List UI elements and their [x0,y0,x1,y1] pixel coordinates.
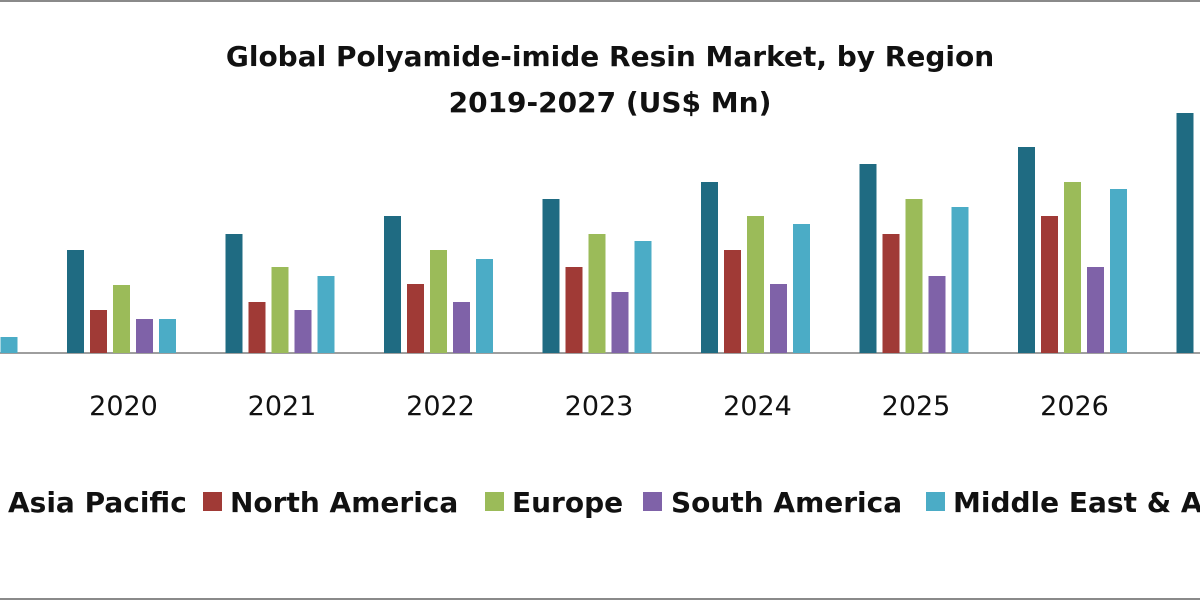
bar-2026-north-america [1041,216,1058,353]
bar-2020-middle-east-africa [159,319,176,353]
x-tick-label: 2020 [89,391,158,422]
legend-label: Europe [512,486,623,519]
bar-2023-middle-east-africa [634,241,652,353]
bar-2022-north-america [407,284,424,353]
bar-2022-south-america [453,302,470,353]
x-tick-label: 2026 [1040,391,1109,422]
bar-2021-north-america [248,302,266,353]
bar-2025-middle-east-africa [951,207,969,353]
bar-2025-south-america [928,276,946,353]
legend-swatch [203,492,222,511]
bar-2021-europe [271,267,289,353]
x-tick-label: 2024 [723,391,792,422]
bar-2024-north-america [724,250,741,353]
bar-2023-south-america [611,292,629,353]
bar-2021-middle-east-africa [317,276,335,353]
x-tick-label: 2023 [565,391,634,422]
bar-2022-asia-pacific [384,216,401,353]
legend-label: Asia Pacific [8,486,187,519]
bar-2020-asia-pacific [67,250,84,353]
x-tick-label: 2022 [406,391,475,422]
x-tick-label: 2021 [248,391,317,422]
bar-2024-asia-pacific [701,182,718,353]
bar-2021-south-america [294,310,312,353]
bar-2020-south-america [136,319,153,353]
chart-title: Global Polyamide-imide Resin Market, by … [225,40,995,73]
bar-2026-middle-east-africa [1110,189,1127,353]
bar-2025-asia-pacific [859,164,877,353]
bar-2025-europe [905,199,923,353]
bar-2021-asia-pacific [225,234,243,353]
bar-2020-europe [113,285,130,353]
bar-2019-middle-east-africa [0,337,18,353]
bar-2024-europe [747,216,764,353]
bar-2023-north-america [565,267,583,353]
bar-2025-north-america [882,234,900,353]
bar-2020-north-america [90,310,107,353]
legend-label: Middle East & A [953,486,1200,519]
x-tick-label: 2027 [1199,391,1200,422]
legend-swatch [926,492,945,511]
bar-2023-europe [588,234,606,353]
bar-2024-south-america [770,284,787,353]
legend-label: South America [671,486,902,519]
bar-2023-asia-pacific [542,199,560,353]
bar-2026-europe [1064,182,1081,353]
bar-2024-middle-east-africa [793,224,810,353]
bar-2026-south-america [1087,267,1104,353]
bar-2022-middle-east-africa [476,259,493,353]
legend-label: North America [230,486,458,519]
x-tick-label: 2025 [882,391,951,422]
bar-2022-europe [430,250,447,353]
chart-subtitle: 2019-2027 (US$ Mn) [448,86,772,119]
bar-2027-asia-pacific [1176,113,1194,353]
bar-2026-asia-pacific [1018,147,1035,353]
legend-swatch [643,492,662,511]
legend-swatch [485,492,504,511]
